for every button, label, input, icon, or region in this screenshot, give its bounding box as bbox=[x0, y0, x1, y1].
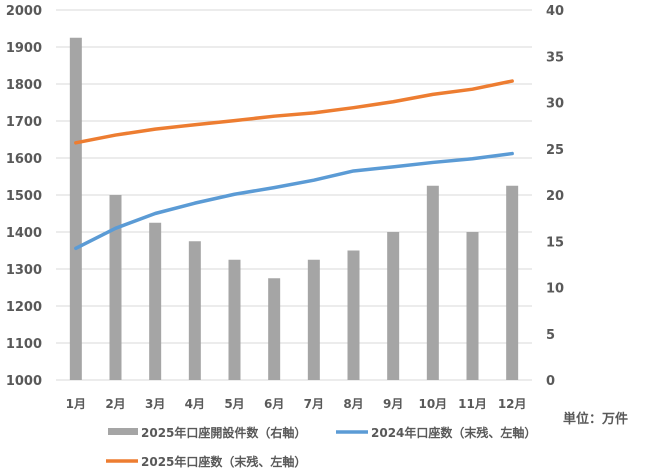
bar bbox=[348, 251, 360, 381]
left-tick-label: 1700 bbox=[6, 115, 42, 130]
left-axis-ticks: 1000 1100 1200 1300 1400 1500 1600 1700 1800 1900… bbox=[6, 4, 42, 389]
right-tick-label: 35 bbox=[546, 50, 564, 65]
left-tick-label: 1200 bbox=[6, 300, 42, 315]
left-tick-label: 1100 bbox=[6, 337, 42, 352]
x-tick-label: 7月 bbox=[304, 397, 324, 411]
bar bbox=[308, 260, 320, 380]
x-tick-label: 11月 bbox=[458, 397, 487, 411]
left-tick-label: 1800 bbox=[6, 78, 42, 93]
bar bbox=[427, 186, 439, 380]
x-tick-label: 8月 bbox=[343, 397, 363, 411]
right-tick-label: 0 bbox=[546, 374, 555, 389]
left-tick-label: 1500 bbox=[6, 189, 42, 204]
x-tick-label: 9月 bbox=[383, 397, 403, 411]
x-tick-label: 10月 bbox=[418, 397, 447, 411]
bar bbox=[506, 186, 518, 380]
line-1 bbox=[76, 154, 512, 249]
bar bbox=[268, 278, 280, 380]
left-tick-label: 1400 bbox=[6, 226, 42, 241]
bar bbox=[189, 241, 201, 380]
line-series bbox=[76, 81, 513, 248]
bar bbox=[387, 232, 399, 380]
x-tick-label: 6月 bbox=[264, 397, 284, 411]
right-tick-label: 20 bbox=[546, 189, 564, 204]
x-tick-label: 12月 bbox=[498, 397, 527, 411]
legend-label: 2025年口座開設件数（右軸） bbox=[141, 425, 306, 440]
bar bbox=[110, 195, 122, 380]
right-tick-label: 40 bbox=[546, 4, 564, 19]
left-tick-label: 1900 bbox=[6, 41, 42, 56]
right-tick-label: 5 bbox=[546, 328, 555, 343]
x-tick-label: 4月 bbox=[185, 397, 205, 411]
unit-label: 単位：万件 bbox=[563, 411, 628, 427]
line-2 bbox=[76, 81, 512, 143]
left-tick-label: 1600 bbox=[6, 152, 42, 167]
legend-swatch bbox=[108, 428, 138, 435]
bar bbox=[229, 260, 241, 380]
right-tick-label: 25 bbox=[546, 143, 564, 158]
x-axis-ticks: 1月 2月 3月 4月 5月 6月 7月 8月 9月 10月 11月 12月 bbox=[66, 397, 527, 411]
gridlines bbox=[56, 10, 532, 380]
x-tick-label: 5月 bbox=[224, 397, 244, 411]
left-tick-label: 1000 bbox=[6, 374, 42, 389]
legend-label: 2025年口座数（末残、左軸） bbox=[141, 454, 306, 469]
right-tick-label: 30 bbox=[546, 97, 564, 112]
bar bbox=[467, 232, 479, 380]
x-tick-label: 3月 bbox=[145, 397, 165, 411]
right-tick-label: 10 bbox=[546, 282, 564, 297]
right-tick-label: 15 bbox=[546, 235, 564, 250]
right-axis-ticks: 0 5 10 15 20 25 30 35 40 bbox=[546, 4, 564, 389]
bar bbox=[70, 38, 82, 380]
x-tick-label: 2月 bbox=[105, 397, 125, 411]
left-tick-label: 1300 bbox=[6, 263, 42, 278]
x-tick-label: 1月 bbox=[66, 397, 86, 411]
legend: 2025年口座開設件数（右軸） 2024年口座数（末残、左軸） 2025年口座数（末… bbox=[106, 425, 536, 469]
legend-label: 2024年口座数（末残、左軸） bbox=[371, 425, 536, 440]
bar-series bbox=[70, 38, 518, 380]
bar bbox=[149, 223, 161, 380]
left-tick-label: 2000 bbox=[6, 4, 42, 19]
